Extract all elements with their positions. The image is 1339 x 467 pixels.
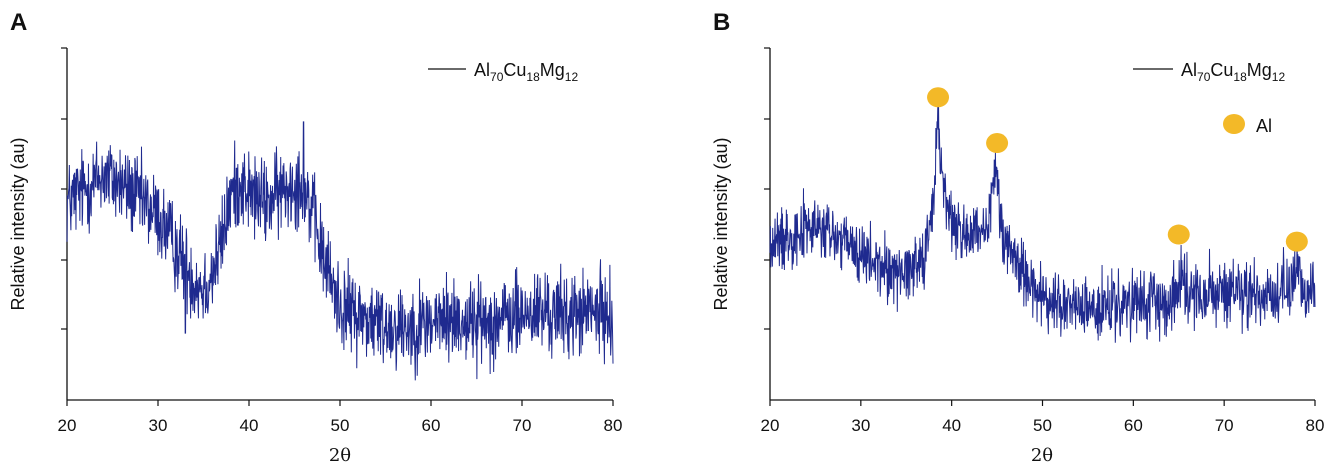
panel-b-y-axis-title: Relative intensity (au) (711, 137, 731, 310)
al-peak-marker-icon (986, 133, 1009, 154)
panel-a-series-line (66, 121, 614, 381)
panel-b-x-ticks: 20 30 40 50 60 70 80 (761, 400, 1325, 435)
panel-b: B 20 30 40 50 60 70 80 Relative intensity (au)… (711, 9, 1324, 466)
panel-a-legend: Al70Cu18Mg12 (428, 60, 578, 84)
x-tick-label: 50 (331, 416, 350, 435)
panel-a: A 20 30 40 50 60 70 80 Relative intensity (au)… (8, 9, 622, 466)
panel-a-x-ticks: 20 30 40 50 60 70 80 (58, 400, 623, 435)
x-tick-label: 40 (240, 416, 259, 435)
x-tick-label: 60 (422, 416, 441, 435)
panel-b-legend-marker-label: Al (1256, 116, 1272, 136)
panel-a-y-ticks (61, 47, 67, 330)
al-peak-marker-icon (927, 87, 950, 108)
panel-b-y-ticks (764, 47, 770, 330)
x-tick-label: 30 (149, 416, 168, 435)
al-peak-marker-icon (1167, 224, 1190, 245)
x-tick-label: 20 (761, 416, 780, 435)
panel-b-x-axis-title: 2θ (1031, 445, 1053, 466)
panel-a-label: A (10, 9, 27, 36)
panel-b-legend-label: Al70Cu18Mg12 (1181, 60, 1285, 84)
panel-b-legend: Al70Cu18Mg12 Al (1133, 60, 1285, 136)
x-tick-label: 50 (1033, 416, 1052, 435)
x-tick-label: 20 (58, 416, 77, 435)
panel-b-series-line (769, 105, 1316, 343)
x-tick-label: 70 (1215, 416, 1234, 435)
panel-b-peak-markers (927, 87, 1308, 252)
panel-a-x-axis-title: 2θ (329, 445, 351, 466)
x-tick-label: 60 (1124, 416, 1143, 435)
x-tick-label: 70 (513, 416, 532, 435)
panel-a-legend-label: Al70Cu18Mg12 (474, 60, 578, 84)
al-peak-marker-icon (1285, 231, 1308, 252)
x-tick-label: 40 (942, 416, 961, 435)
panel-a-y-axis-title: Relative intensity (au) (8, 137, 28, 310)
x-tick-label: 80 (604, 416, 623, 435)
x-tick-label: 80 (1306, 416, 1325, 435)
panel-b-axes (769, 48, 1315, 401)
panel-b-label: B (713, 9, 730, 36)
panel-b-legend-marker-icon (1223, 114, 1245, 134)
x-tick-label: 30 (851, 416, 870, 435)
